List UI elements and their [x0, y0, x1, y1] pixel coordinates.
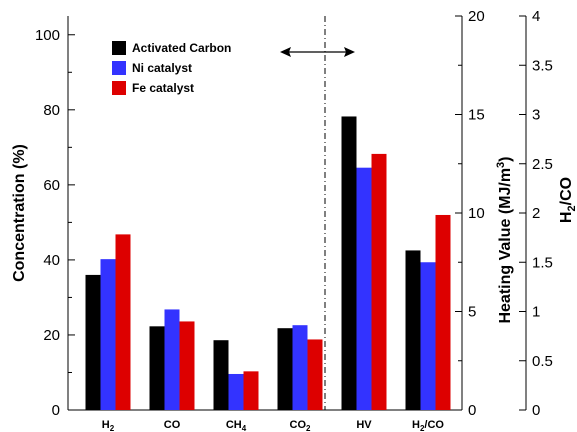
- ratio-tick-label: 0: [532, 402, 540, 419]
- bars: [85, 116, 451, 410]
- bar-ni-catalyst-4: [356, 167, 372, 410]
- ratio-tick-label: 0.5: [532, 353, 553, 370]
- heating-value-title-base: Heating Value (MJ/m: [497, 168, 514, 324]
- left-tick-label: 20: [43, 327, 60, 344]
- left-axis: 0 20 40 60 80 100: [35, 16, 462, 419]
- legend-swatch-0: [112, 41, 126, 55]
- category-label: CO: [164, 419, 181, 431]
- ratio-tick-label: 3.5: [532, 57, 553, 74]
- category-label-base: CO: [164, 419, 181, 431]
- legend-label-1: Ni catalyst: [132, 61, 192, 75]
- category-label-base: H: [412, 419, 420, 431]
- heating-value-tick-label: 5: [468, 304, 476, 321]
- ratio-title-subscript: 2: [566, 205, 577, 211]
- h2-co-ratio-axis: 0 0.5 1 1.5 2 2.5 3 3.5 4: [519, 8, 553, 419]
- heating-value-axis: 0 5 10 15 20: [455, 8, 485, 419]
- bar-activated-carbon-1: [149, 326, 165, 410]
- heating-value-tick-label: 0: [468, 402, 476, 419]
- left-tick-label: 60: [43, 177, 60, 194]
- category-label-subscript: 2: [306, 424, 311, 432]
- ratio-tick-label: 3: [532, 107, 540, 124]
- bar-fe-catalyst-3: [307, 339, 323, 410]
- bar-fe-catalyst-1: [179, 321, 195, 410]
- left-axis-title: Concentration (%): [11, 144, 28, 282]
- double-arrow-right-head: [344, 47, 355, 57]
- heating-value-title-tail: ): [497, 156, 514, 161]
- bar-activated-carbon-4: [341, 116, 357, 410]
- bar-activated-carbon-3: [277, 328, 293, 410]
- bar-activated-carbon-0: [85, 274, 101, 410]
- category-label-subscript: 2: [420, 424, 425, 432]
- category-label: H2: [102, 419, 115, 432]
- divider: [280, 16, 355, 410]
- left-tick-label: 100: [35, 27, 60, 44]
- category-label-base: CH: [226, 419, 242, 431]
- category-label: H2/CO: [412, 419, 444, 432]
- category-label-base: CO: [290, 419, 307, 431]
- bar-ni-catalyst-0: [100, 259, 116, 410]
- axis-titles: Concentration (%) Heating Value (MJ/m3)H2…: [11, 144, 577, 323]
- ratio-tick-label: 2.5: [532, 156, 553, 173]
- category-label-tail: /CO: [424, 419, 444, 431]
- category-label: HV: [356, 419, 372, 431]
- left-tick-label: 80: [43, 102, 60, 119]
- ratio-title-base: H: [558, 212, 575, 224]
- category-label: CO2: [290, 419, 312, 432]
- heating-value-axis-title: Heating Value (MJ/m3): [495, 156, 514, 323]
- category-labels: H2 CO CH4 CO2 HV H2/CO: [102, 419, 445, 432]
- category-label-base: H: [102, 419, 110, 431]
- heating-value-tick-label: 10: [468, 205, 485, 222]
- heating-value-tick-label: 15: [468, 107, 485, 124]
- bar-activated-carbon-2: [213, 340, 229, 410]
- left-tick-label: 0: [52, 402, 60, 419]
- legend-swatch-2: [112, 81, 126, 95]
- category-label-subscript: 4: [242, 424, 247, 432]
- bar-fe-catalyst-0: [115, 234, 131, 410]
- ratio-axis-title: H2/CO: [558, 177, 577, 223]
- heating-value-title-superscript: 3: [495, 162, 507, 168]
- bar-ni-catalyst-2: [228, 373, 244, 410]
- legend-swatch-1: [112, 61, 126, 75]
- ratio-tick-label: 1.5: [532, 254, 553, 271]
- ratio-tick-label: 1: [532, 304, 540, 321]
- bar-activated-carbon-5: [405, 250, 421, 410]
- bar-ni-catalyst-5: [420, 262, 436, 410]
- category-label-subscript: 2: [110, 424, 115, 432]
- double-arrow-left-head: [280, 47, 291, 57]
- left-tick-label: 40: [43, 252, 60, 269]
- category-label: CH4: [226, 419, 247, 432]
- bar-fe-catalyst-4: [371, 153, 387, 410]
- legend-label-2: Fe catalyst: [132, 81, 194, 95]
- legend: Activated Carbon Ni catalyst Fe catalyst: [112, 41, 231, 95]
- ratio-tick-label: 4: [532, 8, 540, 25]
- bar-fe-catalyst-5: [435, 214, 451, 410]
- category-label-base: HV: [356, 419, 372, 431]
- bar-fe-catalyst-2: [243, 371, 259, 410]
- bar-ni-catalyst-1: [164, 309, 180, 410]
- heating-value-tick-label: 20: [468, 8, 485, 25]
- ratio-tick-label: 2: [532, 205, 540, 222]
- legend-label-0: Activated Carbon: [132, 41, 231, 55]
- bar-ni-catalyst-3: [292, 325, 308, 410]
- ratio-title-tail: /CO: [558, 177, 575, 205]
